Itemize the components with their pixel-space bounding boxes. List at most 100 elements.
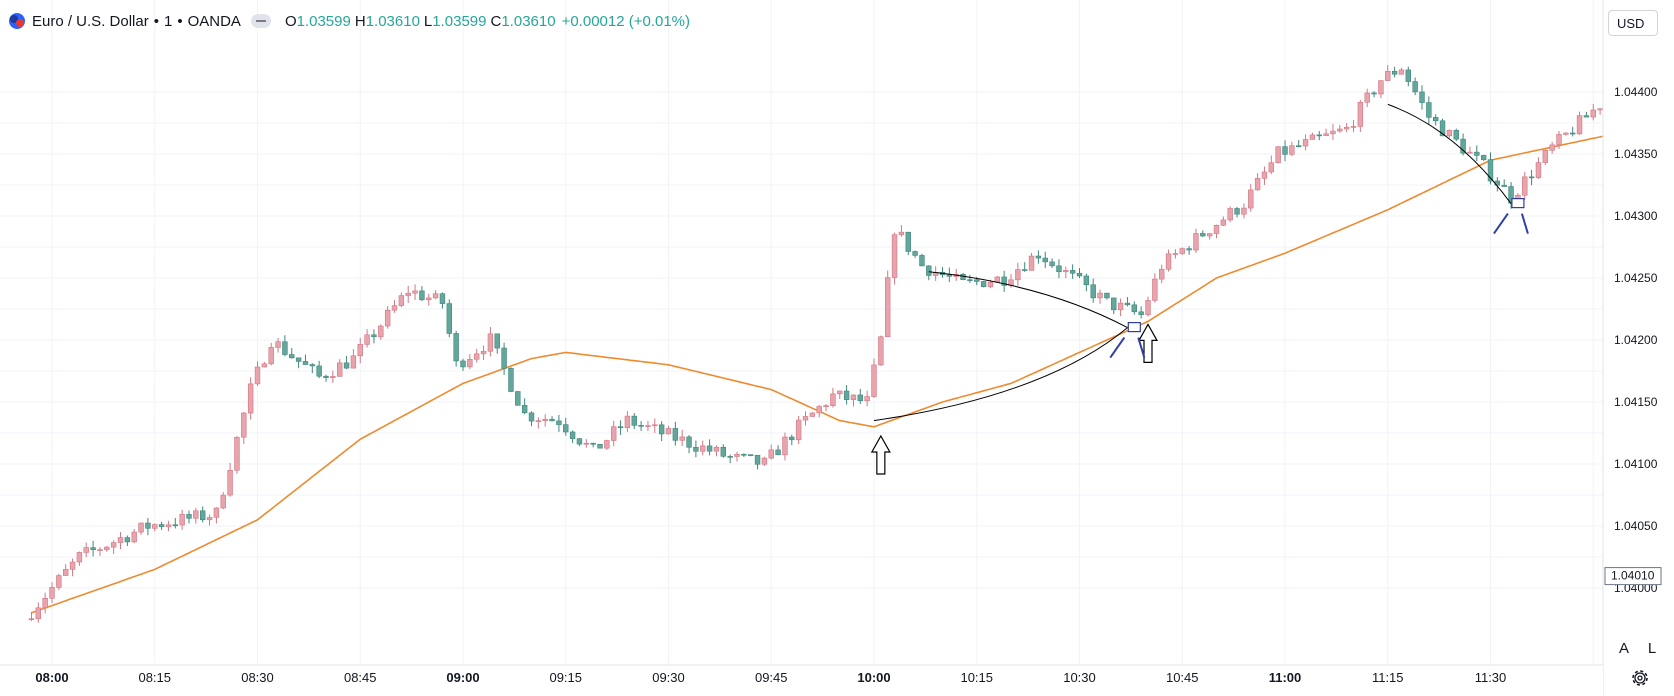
eur-usd-flag-icon <box>9 13 25 29</box>
candle-body <box>974 279 980 282</box>
up-arrow-icon <box>1137 323 1159 363</box>
candle-body <box>857 394 864 402</box>
candle-body <box>919 255 925 267</box>
close-label: C <box>490 12 502 30</box>
candle-body <box>1309 134 1316 140</box>
candle-body <box>1296 145 1302 148</box>
candle-body <box>1480 155 1487 160</box>
candle-body <box>104 546 110 550</box>
candle-body <box>76 552 83 563</box>
candle-body <box>967 279 973 281</box>
candle-body <box>1385 70 1391 81</box>
candle-body <box>35 607 42 619</box>
price-tick-label: 1.04150 <box>1614 395 1658 409</box>
price-tick-label: 1.04250 <box>1614 271 1658 285</box>
candle-body <box>1563 132 1569 135</box>
drawing-tools[interactable] <box>870 103 1529 475</box>
candle-body <box>1206 233 1213 237</box>
time-tick-label: 09:45 <box>755 670 788 685</box>
eye-icon[interactable] <box>250 14 271 28</box>
candle-body <box>1097 292 1103 299</box>
auto-scale-button[interactable]: A <box>1612 636 1636 660</box>
candle-body <box>56 575 62 588</box>
time-tick-label: 09:15 <box>549 670 582 685</box>
candle-body <box>282 341 288 355</box>
candle-body <box>1460 138 1466 154</box>
trend-curve <box>873 327 1128 422</box>
marker-tick-right <box>1520 213 1529 234</box>
candle-body <box>254 366 261 385</box>
candle-body <box>775 449 781 456</box>
candle-body <box>1446 130 1453 137</box>
candle-body <box>295 357 302 362</box>
candle-body <box>1549 144 1555 151</box>
candle-body <box>816 406 822 414</box>
candle-body <box>1220 219 1227 226</box>
candle-body <box>1528 176 1535 179</box>
candle-body <box>1474 151 1480 156</box>
candle-body <box>638 425 644 427</box>
candle-body <box>124 537 131 543</box>
gear-icon[interactable] <box>1628 666 1652 690</box>
up-arrow-icon <box>870 434 891 475</box>
currency-label: USD <box>1617 15 1645 31</box>
candle-body <box>1090 284 1096 299</box>
candle-body <box>693 446 699 452</box>
candle-body <box>1035 255 1042 259</box>
candle-body <box>1275 146 1281 164</box>
candle-body <box>1248 189 1254 209</box>
candle-body <box>1042 257 1048 263</box>
candle-body <box>1501 184 1507 187</box>
time-tick-label: 08:00 <box>35 670 68 685</box>
candle-body <box>508 367 514 392</box>
candle-body <box>391 305 398 311</box>
candle-body <box>713 446 720 452</box>
candle-body <box>549 418 555 422</box>
candle-body <box>323 375 329 378</box>
candle-body <box>1282 146 1288 155</box>
candle-body <box>350 355 357 369</box>
candle-body <box>987 281 994 288</box>
price-tick-label: 1.04350 <box>1614 147 1658 161</box>
candle-body <box>289 354 295 359</box>
candle-body <box>1213 224 1220 234</box>
candle-body <box>1426 102 1432 118</box>
candle-body <box>604 440 610 449</box>
candle-body <box>789 436 795 441</box>
candlestick-series <box>28 65 1610 623</box>
symbol-name[interactable]: Euro / U.S. Dollar <box>32 12 149 30</box>
candle-body <box>1200 233 1206 237</box>
candle-body <box>891 234 898 278</box>
marker-box <box>1511 198 1525 209</box>
candle-body <box>1131 304 1138 313</box>
candle-body <box>610 426 617 441</box>
candle-body <box>432 293 439 299</box>
candle-body <box>1597 108 1603 111</box>
candle-body <box>206 517 213 521</box>
candle-body <box>501 347 507 369</box>
auto-scale-label: A <box>1618 639 1629 657</box>
time-tick-label: 10:15 <box>960 670 993 685</box>
candle-body <box>652 424 658 427</box>
candle-body <box>473 353 480 360</box>
candle-body <box>131 531 137 543</box>
log-scale-button[interactable]: L <box>1640 636 1664 660</box>
price-tick-label: 1.04400 <box>1614 85 1658 99</box>
time-tick-label: 11:00 <box>1269 670 1302 685</box>
candle-body <box>378 325 384 338</box>
symbol-legend[interactable]: Euro / U.S. Dollar • 1 • OANDA O 1.03599 … <box>8 10 690 32</box>
currency-button[interactable]: USD <box>1608 10 1658 36</box>
candle-body <box>1412 81 1418 93</box>
interval-label[interactable]: 1 <box>163 12 173 30</box>
price-tick-label: 1.04050 <box>1614 519 1658 533</box>
candle-body <box>357 344 363 357</box>
time-axis-background <box>0 666 1603 696</box>
candle-body <box>200 510 206 521</box>
candle-body <box>850 394 857 400</box>
candle-body <box>179 514 185 526</box>
candle-body <box>1316 134 1322 137</box>
candle-body <box>453 333 459 362</box>
candle-body <box>556 420 562 425</box>
